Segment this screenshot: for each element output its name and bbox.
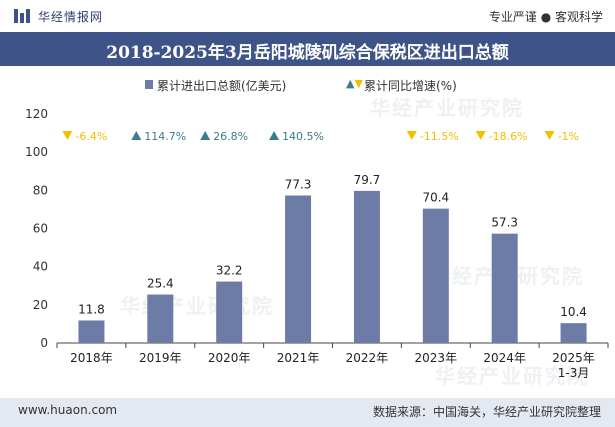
y-tick-label: 40 — [33, 260, 48, 274]
bar-value-label: 32.2 — [216, 264, 243, 278]
growth-down-marker — [544, 131, 555, 140]
growth-down-marker — [475, 131, 486, 140]
bar — [147, 294, 174, 343]
footer-url: www.huaon.com — [18, 403, 118, 417]
growth-label: -11.5% — [420, 130, 459, 143]
x-tick-label: 2018年 — [70, 351, 113, 365]
chart-area: 0 20 40 60 80 100 120 11.8 2018年 -6.4% 25.4 2019年 11… — [25, 107, 609, 380]
growth-label: -18.6% — [489, 130, 528, 143]
y-tick-label: 60 — [33, 222, 48, 236]
growth-up-marker — [200, 131, 211, 140]
legend-bar-swatch — [145, 80, 153, 89]
footer-bar — [0, 398, 615, 427]
footer-source: 数据来源：中国海关，华经产业研究院整理 — [372, 405, 601, 419]
growth-label: 114.7% — [144, 130, 186, 143]
growth-label: 140.5% — [282, 130, 324, 143]
bar — [353, 190, 380, 343]
growth-label: 26.8% — [213, 130, 248, 143]
growth-down-marker — [62, 131, 73, 140]
brand-logo-icon — [14, 9, 30, 23]
bar-value-label: 10.4 — [560, 305, 587, 319]
bar-value-label: 79.7 — [354, 173, 381, 187]
bar-value-label: 57.3 — [491, 216, 518, 230]
title-bar — [0, 32, 615, 66]
watermark: 华经产业研究院 — [370, 96, 524, 120]
chart-title: 2018-2025年3月岳阳城陵矶综合保税区进出口总额 — [106, 43, 509, 63]
growth-down-marker — [406, 131, 417, 140]
bar — [216, 281, 243, 343]
y-tick-label: 120 — [25, 107, 48, 121]
growth-up-marker — [269, 131, 280, 140]
x-tick-label: 2021年 — [277, 351, 320, 365]
watermark: 华经产业研究院 — [435, 364, 589, 388]
watermark: 华经产业研究院 — [120, 294, 274, 318]
growth-label: -6.4% — [75, 130, 107, 143]
legend-bar-label: 累计进出口总额(亿美元) — [157, 79, 287, 93]
growth-label: -1% — [558, 130, 579, 143]
x-tick-label: 2025年 — [552, 351, 595, 365]
legend-growth-label: 累计同比增速(%) — [364, 79, 457, 93]
x-tick-label: 2023年 — [415, 351, 458, 365]
bar — [560, 323, 587, 343]
legend-triangle-icons: ▲▼ — [346, 77, 363, 90]
bar-value-label: 70.4 — [422, 191, 449, 205]
bar — [78, 320, 105, 343]
bar-value-label: 77.3 — [285, 177, 312, 191]
x-tick-label: 2022年 — [346, 351, 389, 365]
x-tick-label: 2020年 — [208, 351, 251, 365]
y-tick-label: 80 — [33, 183, 48, 197]
y-tick-label: 20 — [33, 298, 48, 312]
bar-value-label: 11.8 — [78, 302, 105, 316]
x-tick-label: 2024年 — [483, 351, 526, 365]
slogan: 专业严谨 ● 客观科学 — [488, 10, 603, 24]
legend: 累计进出口总额(亿美元) ▲▼ 累计同比增速(%) — [0, 76, 615, 94]
bar-value-label: 25.4 — [147, 277, 174, 291]
y-tick-label: 100 — [25, 145, 48, 159]
y-tick-label: 0 — [40, 336, 48, 350]
bar — [491, 233, 518, 343]
x-tick-label: 2019年 — [139, 351, 182, 365]
top-bar: 华经情报网 专业严谨 ● 客观科学 — [0, 0, 615, 32]
growth-up-marker — [131, 131, 142, 140]
bar — [285, 195, 312, 343]
bar — [422, 208, 449, 343]
x-tick-label: 1-3月 — [558, 366, 590, 380]
brand-name: 华经情报网 — [38, 10, 104, 24]
